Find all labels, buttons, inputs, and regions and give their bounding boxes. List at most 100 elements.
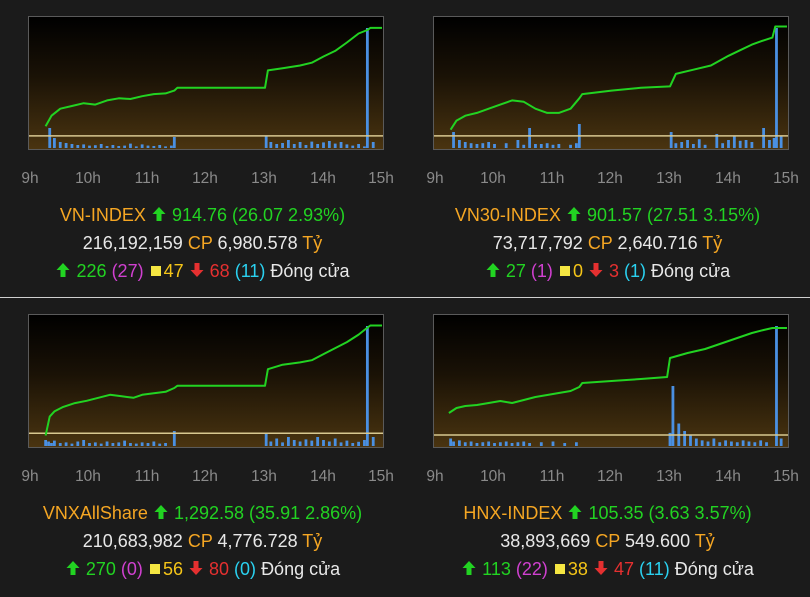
up-arrow-icon (568, 505, 582, 519)
volume-bar (158, 443, 162, 446)
index-change: (3.63 3.57%) (648, 503, 752, 523)
advancers-count: 27 (505, 261, 526, 281)
volume-bar (371, 142, 375, 148)
index-value: 1,292.58 (173, 503, 245, 523)
volume-bar (481, 143, 485, 148)
volume-bar (772, 138, 776, 148)
market-status: Đóng cửa (674, 559, 754, 579)
tick-label-12h: 12h (597, 170, 623, 187)
index-change: (35.91 2.86%) (249, 503, 363, 523)
volume-bar (322, 440, 325, 446)
decliners-count: 47 (613, 559, 635, 579)
volume-bar (575, 143, 578, 148)
volume-bar (750, 142, 754, 148)
trade-volume: 210,683,982 (82, 531, 183, 551)
unchanged-count: 56 (162, 559, 183, 579)
volume-bar (557, 144, 561, 148)
tick-label-12h: 12h (597, 468, 623, 485)
volume-bar (534, 144, 537, 148)
volume-bar (563, 443, 567, 446)
volume-bar (327, 141, 331, 148)
volume-bar (304, 145, 308, 148)
volume-bar (721, 143, 725, 148)
volume-bar (339, 442, 343, 446)
index-summary: HNX-INDEX 105.35 (3.63 3.57%) (405, 503, 810, 524)
up-arrow-icon (486, 263, 500, 277)
unchanged-count: 0 (572, 261, 583, 281)
volume-bar (76, 441, 80, 446)
volume-bar (146, 145, 150, 148)
volume-bar (64, 442, 68, 446)
volume-bar (44, 440, 48, 446)
volume-bar (715, 134, 719, 148)
volume-bar (64, 143, 68, 148)
decliners-count: 3 (608, 261, 619, 281)
volume-bar (539, 442, 543, 446)
index-line (44, 26, 382, 127)
volume-bar (700, 440, 704, 446)
chart-svg (29, 324, 383, 446)
volume-bar (365, 326, 369, 446)
tick-label-14h: 14h (715, 170, 741, 187)
index-name: VNXAllShare (42, 503, 148, 523)
volume-bar (134, 146, 138, 148)
volume-bar (310, 141, 314, 148)
decliners-count: 80 (209, 559, 230, 579)
volume-bar (117, 442, 121, 446)
volume-bar (528, 443, 531, 446)
volume-bar (671, 386, 675, 446)
ceiling-count: (1) (530, 261, 553, 281)
trade-amount: 549.600 (625, 531, 691, 551)
volume-bar (48, 128, 52, 148)
index-change: (27.51 3.15%) (647, 205, 761, 225)
volume-bar (727, 140, 730, 148)
volume-bar (551, 144, 555, 148)
volume-bar (475, 443, 479, 446)
volume-bar (134, 443, 138, 446)
down-arrow-icon (594, 561, 608, 575)
index-value: 901.57 (586, 205, 643, 225)
ceiling-count: (22) (515, 559, 548, 579)
ceiling-count: (27) (111, 261, 144, 281)
volume-bar (281, 442, 284, 446)
volume-bar (93, 442, 97, 446)
volume-bar (105, 441, 109, 446)
volume-bar (539, 144, 543, 148)
time-axis: 9h 10h 11h 12h 13h 14h 15h (405, 468, 810, 488)
chart-plot (433, 314, 789, 448)
up-arrow-icon (152, 207, 166, 221)
volume-bar (759, 440, 763, 446)
volume-bar (551, 441, 555, 446)
breadth-summary: 270 (0) 56 80 (0) Đóng cửa (0, 559, 405, 580)
volume-bar (275, 144, 279, 148)
volume-bar (516, 140, 520, 148)
volume-bar (703, 144, 707, 148)
down-arrow-icon (189, 561, 203, 575)
volume-bar (712, 438, 716, 446)
volume-bar (449, 438, 453, 446)
volume-bar (669, 132, 673, 148)
yellow-square-icon (149, 564, 160, 575)
volume-bar (111, 443, 115, 446)
breadth-summary: 226 (27) 47 68 (11) Đóng cửa (0, 261, 405, 282)
tick-label-9h: 9h (21, 468, 39, 485)
volume-bar (170, 145, 173, 148)
volume-bar (510, 443, 514, 446)
volume-bar (47, 441, 50, 446)
volume-bar (76, 145, 80, 148)
tick-label-14h: 14h (310, 468, 336, 485)
volume-bar (53, 440, 56, 446)
volume-bar (70, 443, 74, 446)
chart-svg (29, 26, 383, 148)
volume-bar (765, 442, 768, 446)
index-summary: VN-INDEX 914.76 (26.07 2.93%) (0, 205, 405, 226)
volume-bar (357, 144, 360, 148)
volume-bar (287, 140, 290, 148)
chart-svg (434, 25, 788, 148)
volume-bar (58, 142, 62, 148)
advancers-count: 113 (482, 559, 511, 579)
volume-bar (345, 440, 349, 446)
volume-bar (487, 441, 491, 446)
tick-label-11h: 11h (539, 468, 565, 485)
volume-bar (82, 440, 86, 446)
